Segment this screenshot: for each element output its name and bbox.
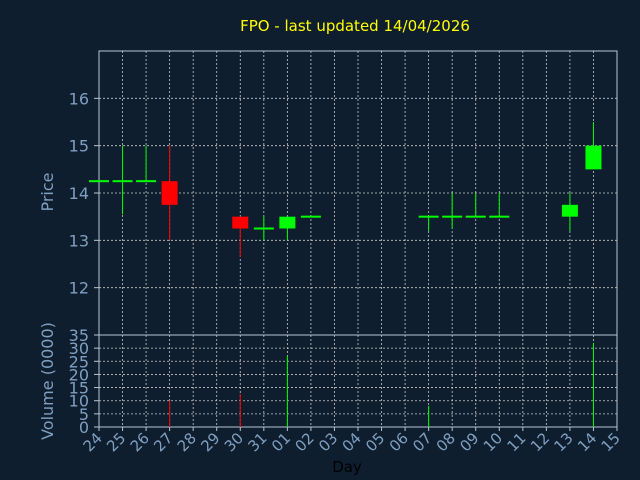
x-tick-label: 10 [480, 429, 506, 455]
volume-tick-label: 15 [69, 379, 89, 398]
x-tick-label: 05 [362, 429, 388, 455]
volume-tick-label: 10 [69, 392, 89, 411]
x-tick-label: 09 [456, 429, 482, 455]
candle-body [561, 204, 578, 217]
x-axis-label: Day [332, 458, 362, 476]
candle-body [442, 215, 463, 218]
candle [489, 193, 510, 218]
x-tick-label: 27 [150, 429, 176, 455]
price-tick-label: 14 [69, 184, 89, 203]
price-tick-label: 15 [69, 137, 89, 156]
x-tick-label: 13 [551, 429, 577, 455]
x-tick-label: 14 [574, 429, 600, 455]
x-tick-label: 08 [433, 429, 459, 455]
x-tick-label: 28 [174, 429, 200, 455]
x-tick-label: 07 [409, 429, 435, 455]
candle [418, 215, 439, 231]
candle [300, 215, 321, 218]
price-panel: 12 13 14 15 16 [69, 50, 618, 336]
price-axis-label: Price [38, 172, 57, 211]
volume-tick-label: 0 [79, 418, 89, 437]
volume-tick-label: 20 [69, 365, 89, 384]
candle-body [418, 215, 439, 218]
candle-body [300, 215, 321, 218]
candle-body [465, 215, 486, 218]
chart-title: FPO - last updated 14/04/2026 [240, 17, 470, 35]
x-tick-label: 04 [339, 429, 365, 455]
candle [279, 216, 296, 241]
price-tick-label: 12 [69, 279, 89, 298]
x-tick-label: 25 [103, 429, 129, 455]
price-tick-label: 16 [69, 89, 89, 108]
candle-body [232, 216, 249, 229]
x-tick-label: 15 [598, 429, 624, 455]
candle [232, 216, 249, 257]
price-tick-label: 13 [69, 231, 89, 250]
x-tick-label: 01 [268, 429, 294, 455]
candle [561, 193, 578, 231]
candle-body [489, 215, 510, 218]
candle-body [161, 181, 178, 205]
volume-axis-label: Volume (0000) [38, 322, 57, 440]
volume-tick-label: 25 [69, 352, 89, 371]
candle-body [112, 180, 133, 183]
candle [89, 180, 109, 183]
x-tick-label: 29 [197, 429, 223, 455]
candle-body [279, 216, 296, 229]
x-tick-label: 03 [315, 429, 341, 455]
volume-tick-label: 30 [69, 339, 89, 358]
x-tick-label: 06 [386, 429, 412, 455]
x-axis: 2425262728293031010203040506070809101112… [80, 427, 624, 455]
volume-tick-label: 5 [79, 405, 89, 424]
x-tick-label: 11 [503, 429, 529, 455]
candle-body [89, 180, 109, 183]
candle [442, 193, 463, 229]
candle [161, 145, 178, 241]
x-tick-label: 31 [244, 429, 270, 455]
candle [112, 145, 133, 215]
candle [136, 145, 157, 183]
x-tick-label: 12 [527, 429, 553, 455]
x-tick-label: 02 [292, 429, 318, 455]
volume-tick-label: 35 [69, 326, 89, 345]
candle [253, 216, 274, 241]
candle-body [253, 227, 274, 230]
candle-body [136, 180, 157, 183]
candle-body [585, 145, 602, 170]
candle [585, 122, 602, 170]
x-tick-label: 26 [127, 429, 153, 455]
x-tick-label: 30 [221, 429, 247, 455]
candle [465, 193, 486, 218]
